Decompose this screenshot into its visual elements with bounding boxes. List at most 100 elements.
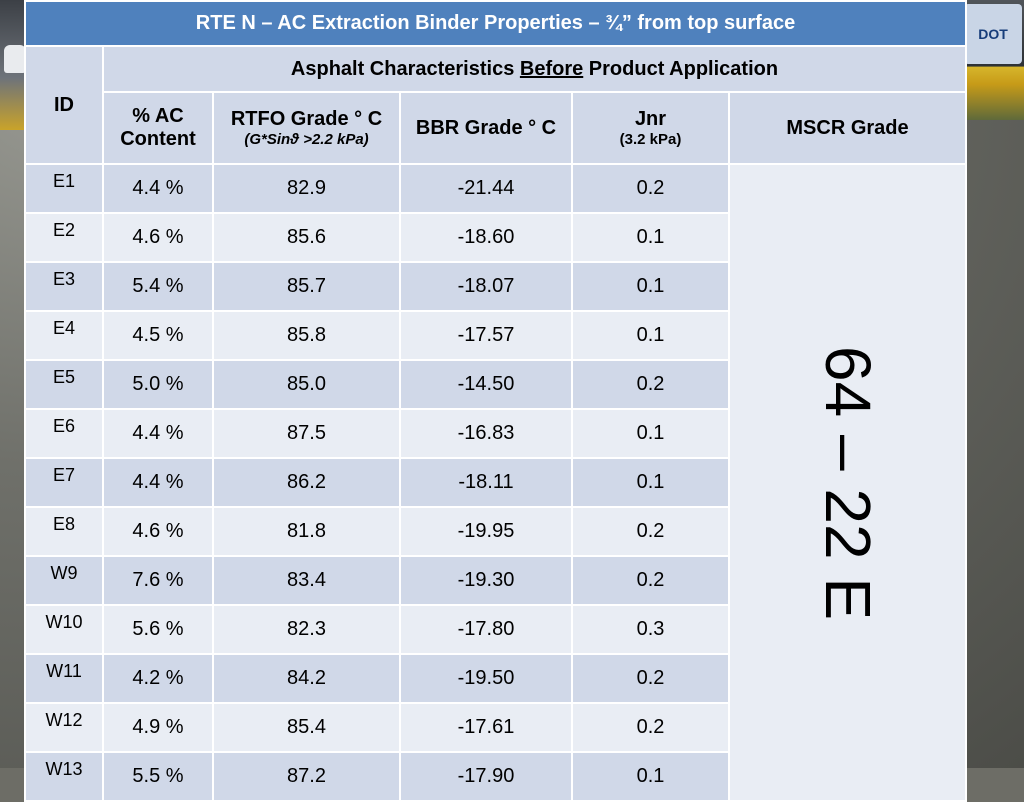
- cell-id: E1: [24, 163, 104, 214]
- column-header-rtfo: RTFO Grade ° C (G*Sinϑ >2.2 kPa): [212, 91, 401, 165]
- mscr-grade-value: 64 – 22 E: [811, 345, 884, 620]
- cell-id: W13: [24, 751, 104, 802]
- cell-jnr: 0.2: [571, 163, 730, 214]
- cell-ac-content: 4.5 %: [102, 310, 214, 361]
- group-header-prefix: Asphalt Characteristics: [290, 57, 520, 80]
- cell-bbr-grade: -18.60: [399, 212, 573, 263]
- cell-bbr-grade: -17.57: [399, 310, 573, 361]
- cell-mscr-grade: 64 – 22 E: [728, 163, 967, 802]
- cell-ac-content: 4.2 %: [102, 653, 214, 704]
- cell-rtfo-grade: 87.2: [212, 751, 401, 802]
- cell-ac-content: 5.0 %: [102, 359, 214, 410]
- group-header-suffix: Product Application: [583, 57, 779, 80]
- table-row: E4 4.5 % 85.8 -17.57 0.1: [24, 310, 966, 361]
- cell-ac-content: 7.6 %: [102, 555, 214, 606]
- cell-id: E8: [24, 506, 104, 557]
- cell-id: E7: [24, 457, 104, 508]
- logo-text: DOT: [978, 26, 1008, 42]
- ac-header-line2: Content: [120, 128, 196, 150]
- cell-jnr: 0.2: [571, 653, 730, 704]
- group-header: Asphalt Characteristics Before Product A…: [102, 45, 967, 93]
- cell-jnr: 0.2: [571, 506, 730, 557]
- cell-id: E2: [24, 212, 104, 263]
- cell-id: E5: [24, 359, 104, 410]
- jnr-header-label: Jnr: [634, 108, 667, 130]
- cell-ac-content: 4.4 %: [102, 408, 214, 459]
- cell-jnr: 0.2: [571, 555, 730, 606]
- table-row: W10 5.6 % 82.3 -17.80 0.3: [24, 604, 966, 655]
- cell-ac-content: 4.6 %: [102, 212, 214, 263]
- table-row: W11 4.2 % 84.2 -19.50 0.2: [24, 653, 966, 704]
- cell-id: E6: [24, 408, 104, 459]
- cell-bbr-grade: -17.80: [399, 604, 573, 655]
- cell-rtfo-grade: 86.2: [212, 457, 401, 508]
- cell-bbr-grade: -18.07: [399, 261, 573, 312]
- cell-jnr: 0.1: [571, 261, 730, 312]
- cell-jnr: 0.1: [571, 212, 730, 263]
- dot-logo: DOT: [964, 4, 1022, 64]
- column-header-id: ID: [24, 45, 104, 165]
- table-row: E1 4.4 % 82.9 -21.44 0.2 64 – 22 E: [24, 163, 967, 802]
- table-body: E1 4.4 % 82.9 -21.44 0.2 64 – 22 E E2 4.6 % 85.6…: [24, 163, 967, 802]
- table-row: E6 4.4 % 87.5 -16.83 0.1: [24, 408, 966, 459]
- cell-rtfo-grade: 85.4: [212, 702, 401, 753]
- cell-ac-content: 5.5 %: [102, 751, 214, 802]
- cell-id: W10: [24, 604, 104, 655]
- table-row: E8 4.6 % 81.8 -19.95 0.2: [24, 506, 966, 557]
- cell-id: E4: [24, 310, 104, 361]
- cell-rtfo-grade: 84.2: [212, 653, 401, 704]
- binder-properties-table: RTE N – AC Extraction Binder Properties …: [24, 0, 967, 802]
- table-row: E7 4.4 % 86.2 -18.11 0.1: [24, 457, 966, 508]
- column-header-bbr: BBR Grade ° C: [399, 91, 573, 165]
- cell-jnr: 0.1: [571, 408, 730, 459]
- cell-rtfo-grade: 87.5: [212, 408, 401, 459]
- cell-id: W9: [24, 555, 104, 606]
- cell-rtfo-grade: 85.0: [212, 359, 401, 410]
- cell-rtfo-grade: 85.8: [212, 310, 401, 361]
- cell-id: W12: [24, 702, 104, 753]
- cell-jnr: 0.1: [571, 457, 730, 508]
- column-header-ac-content: % AC Content: [102, 91, 214, 165]
- table-title: RTE N – AC Extraction Binder Properties …: [24, 0, 967, 47]
- cell-bbr-grade: -17.90: [399, 751, 573, 802]
- table-row: E2 4.6 % 85.6 -18.60 0.1: [24, 212, 966, 263]
- column-header-jnr: Jnr (3.2 kPa): [571, 91, 730, 165]
- binder-properties-table-container: RTE N – AC Extraction Binder Properties …: [24, 0, 967, 802]
- cell-bbr-grade: -19.50: [399, 653, 573, 704]
- cell-ac-content: 4.4 %: [102, 163, 214, 214]
- car-image: [4, 45, 26, 73]
- cell-jnr: 0.1: [571, 310, 730, 361]
- cell-rtfo-grade: 85.7: [212, 261, 401, 312]
- cell-bbr-grade: -17.61: [399, 702, 573, 753]
- cell-rtfo-grade: 83.4: [212, 555, 401, 606]
- rtfo-header-sub: (G*Sinϑ >2.2 kPa): [244, 131, 369, 148]
- cell-jnr: 0.3: [571, 604, 730, 655]
- table-row: W12 4.9 % 85.4 -17.61 0.2: [24, 702, 966, 753]
- cell-jnr: 0.2: [571, 359, 730, 410]
- cell-jnr: 0.2: [571, 702, 730, 753]
- table-row: E5 5.0 % 85.0 -14.50 0.2: [24, 359, 966, 410]
- cell-rtfo-grade: 82.3: [212, 604, 401, 655]
- cell-id: E3: [24, 261, 104, 312]
- table-row: W9 7.6 % 83.4 -19.30 0.2: [24, 555, 966, 606]
- rtfo-header-label: RTFO Grade ° C: [230, 108, 383, 130]
- ac-header-line1: % AC: [132, 105, 184, 127]
- cell-bbr-grade: -18.11: [399, 457, 573, 508]
- cell-jnr: 0.1: [571, 751, 730, 802]
- cell-ac-content: 4.6 %: [102, 506, 214, 557]
- cell-ac-content: 5.6 %: [102, 604, 214, 655]
- table-row: E3 5.4 % 85.7 -18.07 0.1: [24, 261, 966, 312]
- cell-bbr-grade: -21.44: [399, 163, 573, 214]
- cell-id: W11: [24, 653, 104, 704]
- cell-rtfo-grade: 82.9: [212, 163, 401, 214]
- jnr-header-sub: (3.2 kPa): [619, 131, 682, 148]
- cell-bbr-grade: -19.30: [399, 555, 573, 606]
- cell-ac-content: 4.4 %: [102, 457, 214, 508]
- group-header-emphasis: Before: [519, 57, 584, 80]
- cell-bbr-grade: -19.95: [399, 506, 573, 557]
- cell-ac-content: 5.4 %: [102, 261, 214, 312]
- cell-rtfo-grade: 85.6: [212, 212, 401, 263]
- cell-bbr-grade: -14.50: [399, 359, 573, 410]
- cell-rtfo-grade: 81.8: [212, 506, 401, 557]
- cell-bbr-grade: -16.83: [399, 408, 573, 459]
